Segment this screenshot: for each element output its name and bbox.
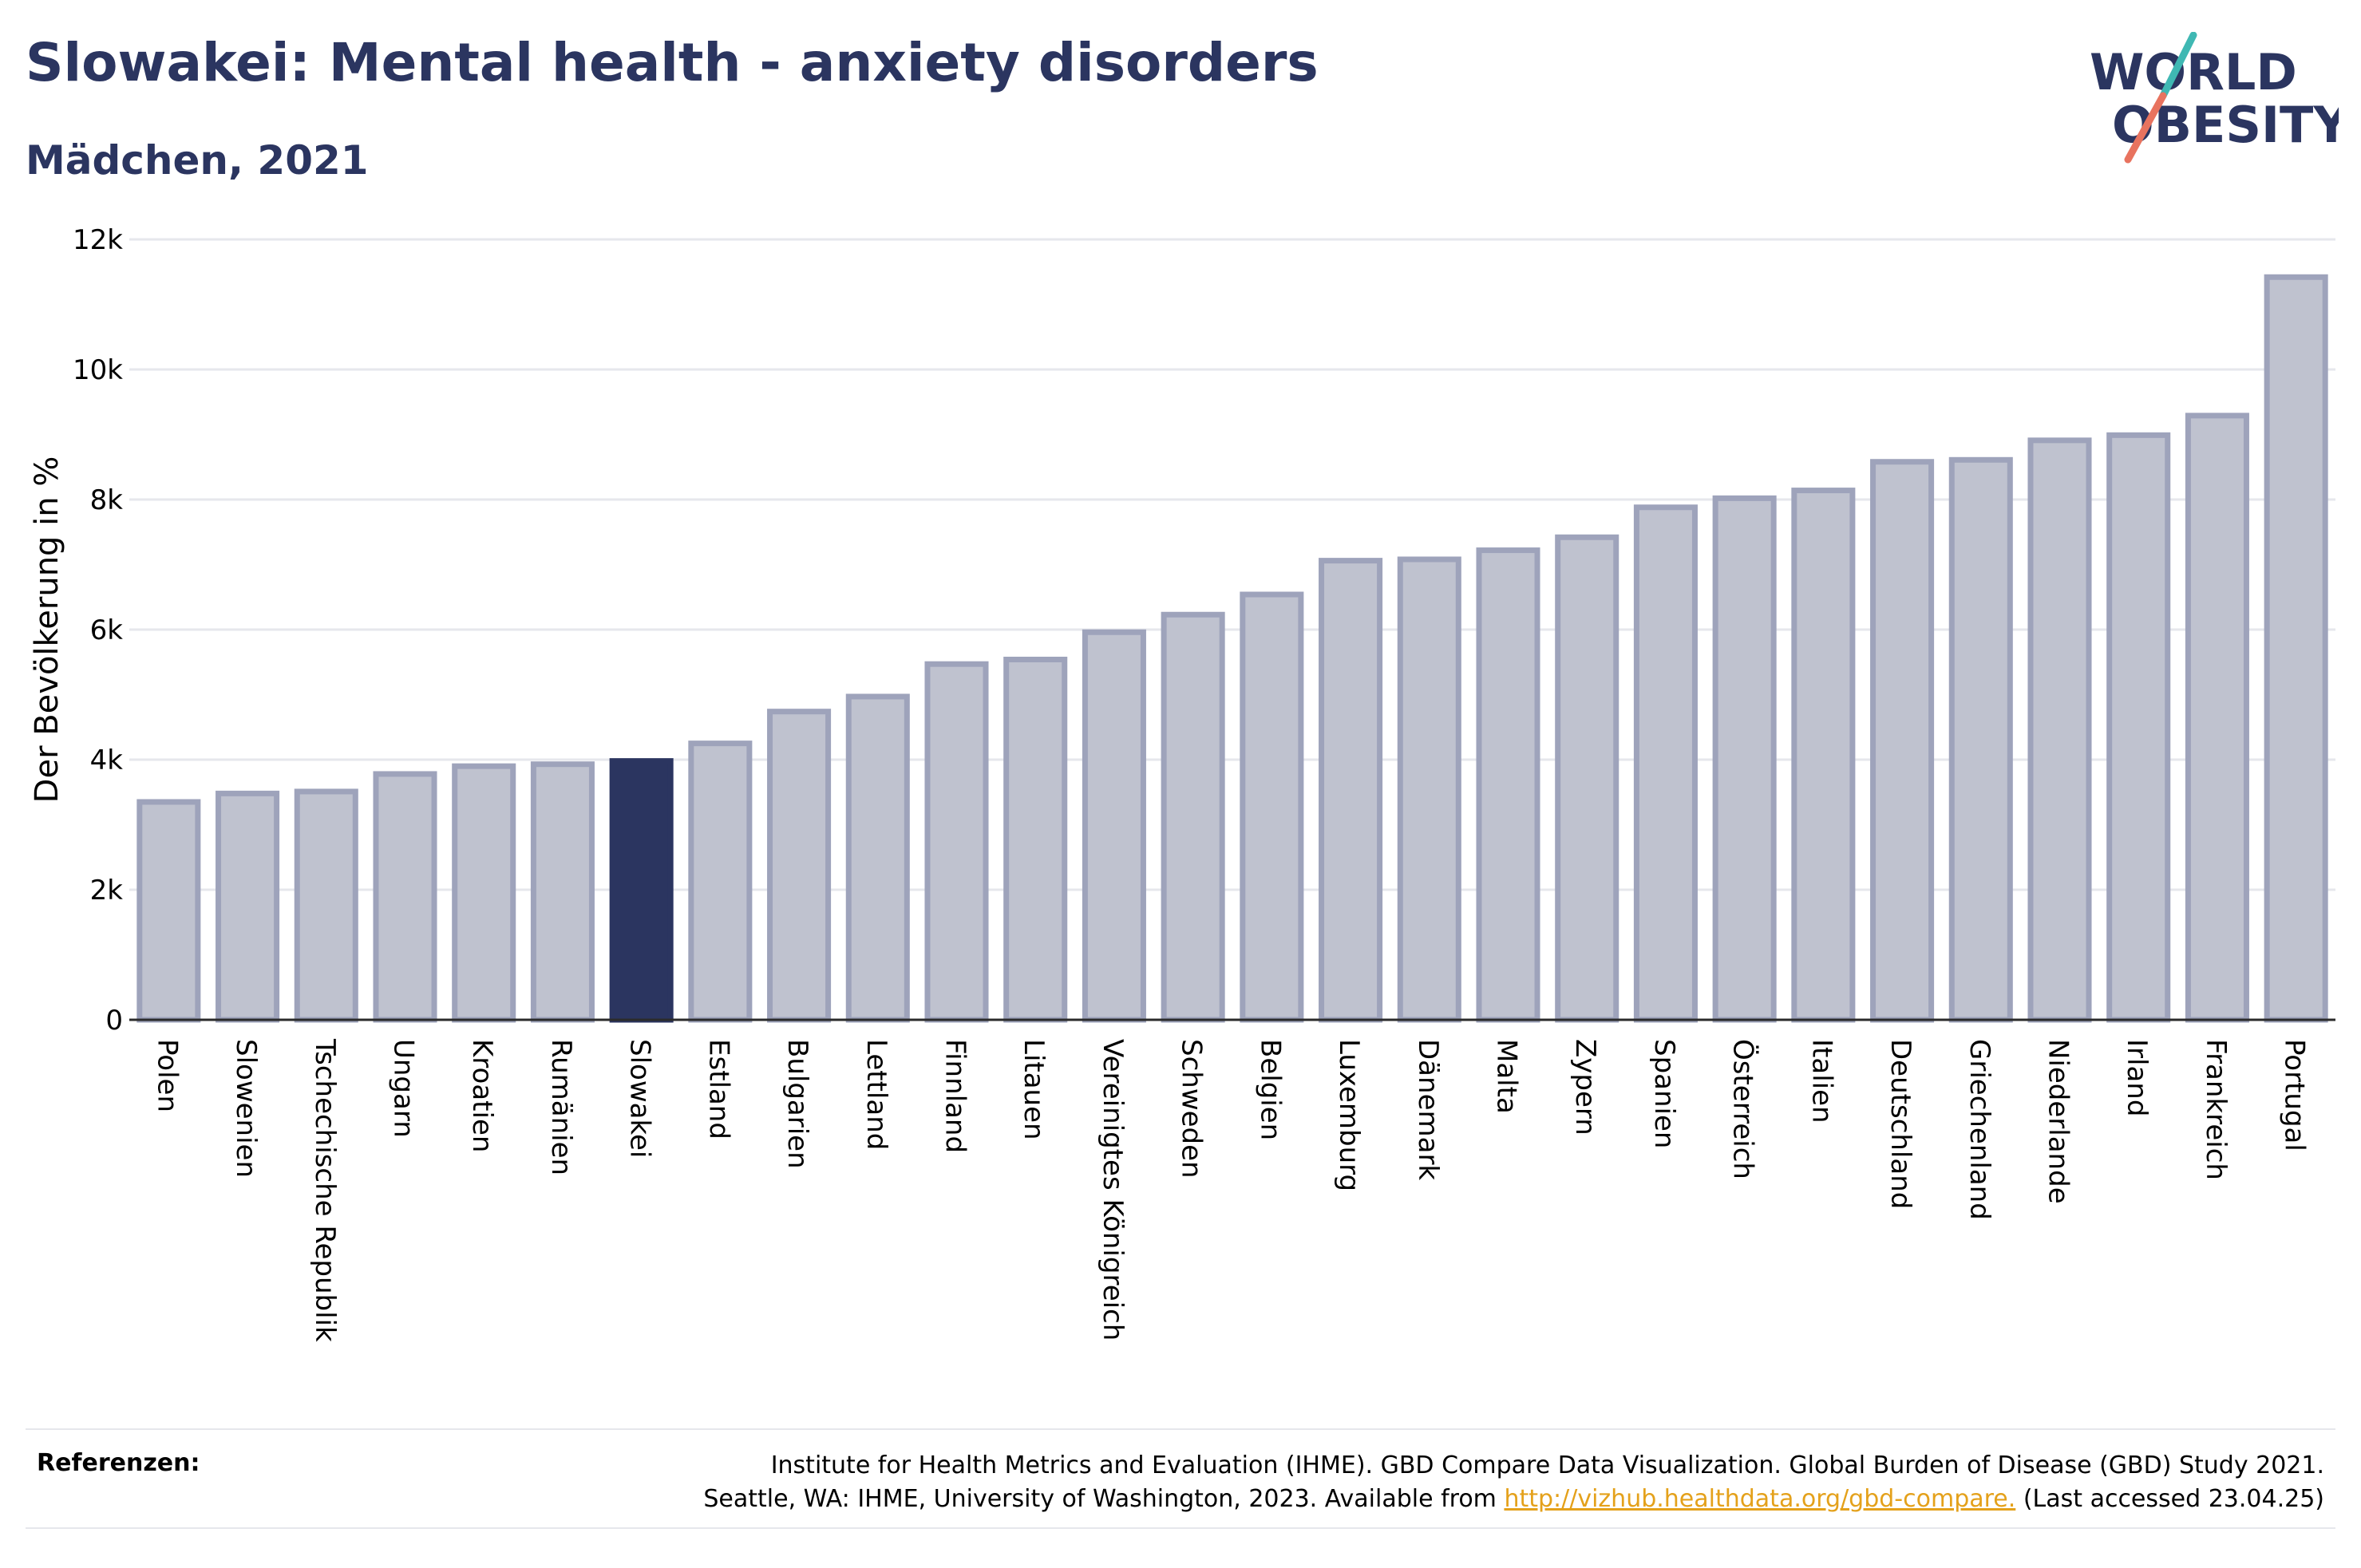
y-tick-label: 0 <box>105 1005 123 1037</box>
y-tick-label: 4k <box>90 745 124 776</box>
x-tick-label: Litauen <box>1018 1039 1050 1140</box>
bar <box>530 761 595 1023</box>
bar <box>767 709 832 1023</box>
x-tick-label: Malta <box>1491 1039 1523 1114</box>
bar <box>1397 556 1461 1023</box>
x-tick-label: Estland <box>702 1039 734 1139</box>
y-tick-label: 12k <box>73 224 123 256</box>
x-tick-label: Slowakei <box>624 1039 656 1158</box>
y-tick-label: 8k <box>90 484 124 516</box>
references-box: Referenzen: Institute for Health Metrics… <box>26 1428 2335 1529</box>
y-axis-title: Der Bevölkerung in % <box>29 456 65 804</box>
y-tick-label: 2k <box>90 875 124 906</box>
x-tick-label: Schweden <box>1176 1039 1208 1179</box>
bar <box>294 788 358 1023</box>
bar <box>2106 432 2171 1023</box>
bar <box>845 693 910 1023</box>
bar <box>2027 437 2092 1023</box>
references-line-2-post: (Last accessed 23.04.25) <box>2015 1485 2324 1513</box>
x-tick-label: Slowenien <box>230 1039 262 1178</box>
references-line-1: Institute for Health Metrics and Evaluat… <box>770 1451 2324 1479</box>
x-tick-label: Lettland <box>860 1039 892 1150</box>
bar <box>373 771 437 1023</box>
bar <box>452 763 516 1023</box>
bar <box>1161 611 1225 1023</box>
bar <box>1003 656 1068 1023</box>
references-line-2-pre: Seattle, WA: IHME, University of Washing… <box>703 1485 1505 1513</box>
x-tick-label: Bulgarien <box>781 1039 813 1169</box>
bar <box>2185 413 2249 1023</box>
x-tick-label: Dänemark <box>1412 1039 1444 1180</box>
bar <box>1555 534 1619 1023</box>
x-tick-label: Frankreich <box>2200 1039 2232 1180</box>
bar <box>1712 495 1777 1023</box>
x-tick-label: Polen <box>151 1039 183 1112</box>
x-tick-label: Deutschland <box>1884 1039 1916 1209</box>
bar <box>1791 488 1856 1023</box>
x-tick-label: Luxemburg <box>1333 1039 1365 1191</box>
y-tick-label: 6k <box>90 614 124 646</box>
bar <box>688 741 753 1023</box>
bar <box>136 799 201 1023</box>
x-tick-label: Portugal <box>2279 1039 2311 1151</box>
x-tick-label: Spanien <box>1648 1039 1680 1148</box>
y-tick-label: 10k <box>73 354 123 386</box>
bar <box>2264 274 2328 1023</box>
page-subtitle: Mädchen, 2021 <box>26 137 369 184</box>
bar <box>1082 629 1146 1023</box>
x-tick-label: Rumänien <box>545 1039 577 1175</box>
references-text: Institute for Health Metrics and Evaluat… <box>703 1449 2324 1516</box>
x-tick-label: Zypern <box>1569 1039 1601 1136</box>
bar <box>1948 456 2013 1023</box>
logo-slash-teal <box>2159 32 2197 100</box>
references-label: Referenzen: <box>37 1449 200 1477</box>
bar <box>1633 504 1698 1023</box>
x-tick-label: Finnland <box>939 1039 971 1153</box>
x-tick-label: Irland <box>2121 1039 2153 1116</box>
x-tick-label: Niederlande <box>2043 1039 2074 1204</box>
bar <box>609 758 674 1023</box>
bar <box>216 790 280 1023</box>
references-link[interactable]: http://vizhub.healthdata.org/gbd-compare… <box>1504 1485 2016 1513</box>
bar <box>1476 547 1540 1023</box>
x-tick-label: Belgien <box>1254 1039 1286 1140</box>
x-tick-label: Griechenland <box>1964 1039 1995 1220</box>
logo-line-1: WORLD <box>2090 43 2297 101</box>
logo-slash-coral <box>2124 92 2167 164</box>
x-tick-label: Vereinigtes Königreich <box>1097 1039 1129 1341</box>
x-tick-label: Tschechische Republik <box>309 1038 341 1342</box>
x-tick-label: Österreich <box>1727 1039 1760 1179</box>
world-obesity-logo: WORLD OBESITY <box>2090 32 2339 164</box>
bar <box>1870 459 1935 1023</box>
x-tick-label: Kroatien <box>466 1039 498 1152</box>
bar-chart: 0 2k 4k 6k 8k 10k 12k Der Bevölkerung in % Polen… <box>29 224 2335 1342</box>
x-tick-label: Italien <box>1805 1039 1837 1124</box>
bar <box>1319 558 1383 1023</box>
bar <box>1240 591 1304 1023</box>
page-title: Slowakei: Mental health - anxiety disord… <box>26 32 1319 93</box>
bar <box>924 661 989 1023</box>
x-tick-label: Ungarn <box>388 1039 420 1138</box>
references-line-2: Seattle, WA: IHME, University of Washing… <box>703 1483 2324 1516</box>
